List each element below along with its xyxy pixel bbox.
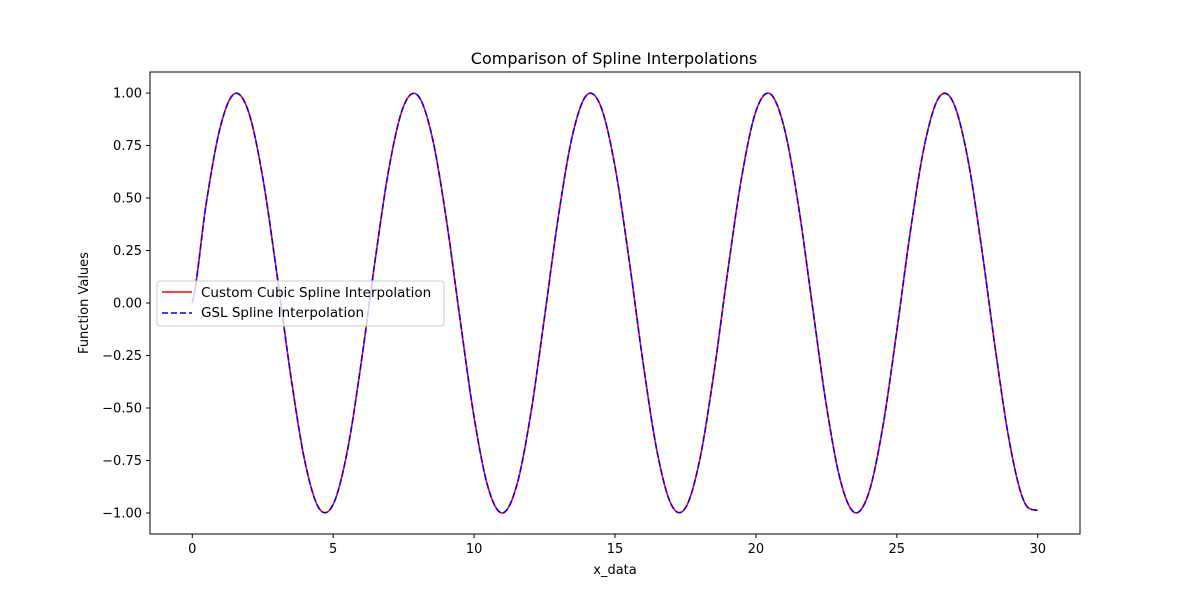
legend: Custom Cubic Spline Interpolation GSL Sp… <box>156 280 445 327</box>
y-tick-label: 0.00 <box>113 297 142 312</box>
legend-box <box>156 280 445 327</box>
x-axis-label: x_data <box>593 563 636 578</box>
y-tick-label: −0.25 <box>102 349 142 364</box>
y-tick-label: −0.50 <box>102 402 142 417</box>
y-tick-label: 1.00 <box>113 87 142 102</box>
x-tick-label: 10 <box>466 542 483 557</box>
x-tick-label: 5 <box>329 542 337 557</box>
x-axis: 0 5 10 15 20 25 30 <box>188 534 1046 557</box>
x-tick-label: 30 <box>1029 542 1046 557</box>
y-tick-label: 0.50 <box>113 192 142 207</box>
y-tick-label: −1.00 <box>102 507 142 522</box>
y-axis: −1.00 −0.75 −0.50 −0.25 0.00 0.25 0.50 0.75 1.00 <box>102 87 150 522</box>
x-tick-label: 0 <box>188 542 196 557</box>
y-tick-label: 0.75 <box>113 139 142 154</box>
y-tick-label: 0.25 <box>113 244 142 259</box>
x-tick-label: 20 <box>748 542 765 557</box>
x-tick-label: 25 <box>889 542 906 557</box>
x-tick-label: 15 <box>607 542 624 557</box>
y-axis-label: Function Values <box>77 252 92 354</box>
y-tick-label: −0.75 <box>102 454 142 469</box>
legend-label-custom-spline: Custom Cubic Spline Interpolation <box>201 285 431 301</box>
series-layer <box>191 92 1038 514</box>
chart-title: Comparison of Spline Interpolations <box>471 49 757 68</box>
legend-label-gsl-spline: GSL Spline Interpolation <box>201 305 364 321</box>
series-line-custom-spline <box>191 92 1038 514</box>
